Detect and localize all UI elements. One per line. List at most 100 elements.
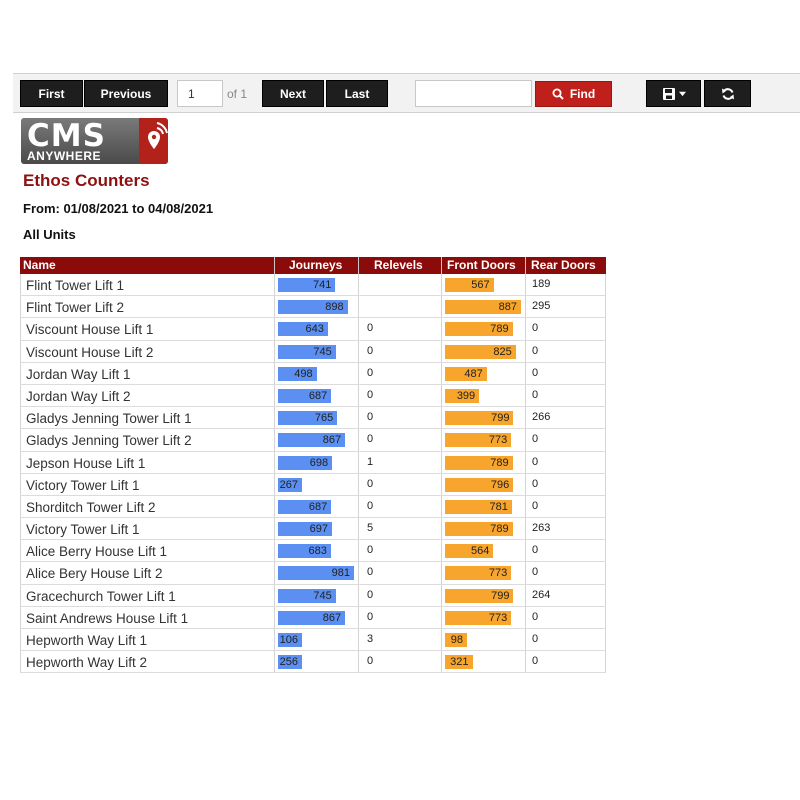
units-label: All Units: [23, 227, 76, 242]
save-dropdown-button[interactable]: [646, 80, 701, 107]
table-header: Name Journeys Relevels Front Doors Rear …: [20, 257, 606, 274]
lift-name: Shorditch Tower Lift 2: [26, 499, 156, 515]
journeys-bar: 687: [278, 499, 332, 514]
table-body: Flint Tower Lift 1 741 567 189 Flint Tower L…: [20, 274, 606, 674]
logo-text-cms: CMS: [27, 118, 106, 154]
front-doors-bar: 887: [445, 300, 521, 315]
first-button[interactable]: First: [20, 80, 83, 107]
find-label: Find: [569, 87, 596, 101]
lift-name: Victory Tower Lift 1: [26, 477, 140, 493]
journeys-bar: 867: [278, 433, 346, 448]
front-doors-bar: 781: [445, 499, 512, 514]
lift-name: Jordan Way Lift 2: [26, 388, 131, 404]
rear-doors-value: 0: [532, 322, 539, 335]
table-row: Gracechurch Tower Lift 1 745 0 799 264: [20, 584, 606, 607]
lift-name: Viscount House Lift 2: [26, 344, 154, 360]
front-doors-bar: 564: [445, 544, 494, 559]
page-number-input[interactable]: 1: [177, 80, 223, 107]
location-signal-icon: [148, 122, 168, 149]
next-button[interactable]: Next: [262, 80, 324, 107]
table-row: Hepworth Way Lift 1 106 3 98 0: [20, 629, 606, 652]
rear-doors-value: 0: [532, 344, 539, 357]
relevels-value: 0: [367, 344, 374, 357]
relevels-value: 0: [367, 433, 374, 446]
relevels-value: 0: [367, 499, 374, 512]
refresh-icon: [721, 87, 734, 100]
lift-name: Hepworth Way Lift 2: [26, 655, 148, 671]
front-doors-bar: 399: [445, 388, 480, 403]
front-doors-bar: 796: [445, 477, 514, 492]
lift-name: Hepworth Way Lift 1: [26, 633, 148, 648]
lift-name: Gladys Jenning Tower Lift 1: [26, 411, 192, 427]
front-doors-bar: 773: [445, 433, 512, 448]
rear-doors-value: 0: [532, 477, 539, 490]
counters-table: Name Journeys Relevels Front Doors Rear …: [20, 257, 606, 674]
lift-name: Viscount House Lift 1: [26, 322, 154, 338]
front-doors-bar: 321: [445, 655, 473, 670]
journeys-bar: 745: [278, 588, 336, 603]
front-doors-bar: 825: [445, 344, 516, 359]
relevels-value: 0: [367, 411, 374, 424]
lift-name: Jepson House Lift 1: [26, 455, 146, 471]
rear-doors-value: 295: [532, 300, 551, 313]
relevels-value: 1: [367, 455, 374, 468]
lift-name: Flint Tower Lift 1: [26, 278, 125, 293]
header-relevels: Relevels: [374, 258, 423, 272]
last-button[interactable]: Last: [326, 80, 388, 107]
journeys-bar: 765: [278, 411, 338, 426]
rear-doors-value: 0: [532, 566, 539, 579]
front-doors-bar: 773: [445, 610, 512, 625]
journeys-bar: 106: [278, 633, 302, 647]
rear-doors-value: 0: [532, 633, 539, 645]
table-row: Gladys Jenning Tower Lift 2 867 0 773 0: [20, 429, 606, 452]
report-title: Ethos Counters: [23, 171, 150, 190]
search-input[interactable]: [415, 80, 532, 107]
table-row: Gladys Jenning Tower Lift 1 765 0 799 266: [20, 407, 606, 430]
rear-doors-value: 0: [532, 388, 539, 401]
lift-name: Flint Tower Lift 2: [26, 300, 125, 316]
find-button[interactable]: Find: [535, 81, 612, 107]
refresh-button[interactable]: [704, 80, 751, 107]
logo-mark: [139, 118, 168, 164]
header-journeys: Journeys: [289, 258, 343, 272]
front-doors-bar: 799: [445, 588, 514, 603]
front-doors-bar: 98: [445, 633, 467, 647]
journeys-bar: 745: [278, 344, 336, 359]
lift-name: Gladys Jenning Tower Lift 2: [26, 433, 192, 449]
lift-name: Victory Tower Lift 1: [26, 522, 140, 538]
rear-doors-value: 266: [532, 411, 551, 424]
table-row: Viscount House Lift 2 745 0 825 0: [20, 340, 606, 363]
relevels-value: 0: [367, 322, 374, 335]
journeys-bar: 267: [278, 477, 302, 492]
lift-name: Alice Berry House Lift 1: [26, 544, 168, 560]
previous-button[interactable]: Previous: [84, 80, 168, 107]
journeys-bar: 697: [278, 522, 332, 537]
front-doors-bar: 789: [445, 522, 513, 537]
lift-name: Alice Bery House Lift 2: [26, 566, 163, 582]
table-row: Flint Tower Lift 2 898 887 295: [20, 296, 606, 319]
page-count-label: of 1: [227, 87, 248, 101]
relevels-value: 0: [367, 610, 374, 623]
relevels-value: 0: [367, 588, 374, 601]
table-row: Saint Andrews House Lift 1 867 0 773 0: [20, 606, 606, 629]
journeys-bar: 981: [278, 566, 354, 581]
lift-name: Jordan Way Lift 1: [26, 366, 131, 382]
pager-toolbar: First Previous 1 of 1 Next Last Find: [13, 73, 800, 113]
relevels-value: 0: [367, 655, 374, 668]
caret-down-icon: [678, 91, 686, 97]
relevels-value: 0: [367, 366, 374, 379]
relevels-value: 3: [367, 633, 374, 645]
header-name: Name: [23, 258, 56, 272]
table-row: Alice Berry House Lift 1 683 0 564 0: [20, 540, 606, 563]
table-row: Hepworth Way Lift 2 256 0 321 0: [20, 651, 606, 674]
rear-doors-value: 0: [532, 499, 539, 512]
table-row: Viscount House Lift 1 643 0 789 0: [20, 318, 606, 341]
table-row: Jepson House Lift 1 698 1 789 0: [20, 451, 606, 474]
relevels-value: 0: [367, 566, 374, 579]
header-front-doors: Front Doors: [447, 258, 516, 272]
journeys-bar: 687: [278, 388, 332, 403]
journeys-bar: 741: [278, 278, 336, 292]
rear-doors-value: 0: [532, 433, 539, 446]
rear-doors-value: 189: [532, 278, 551, 290]
front-doors-bar: 487: [445, 366, 487, 381]
